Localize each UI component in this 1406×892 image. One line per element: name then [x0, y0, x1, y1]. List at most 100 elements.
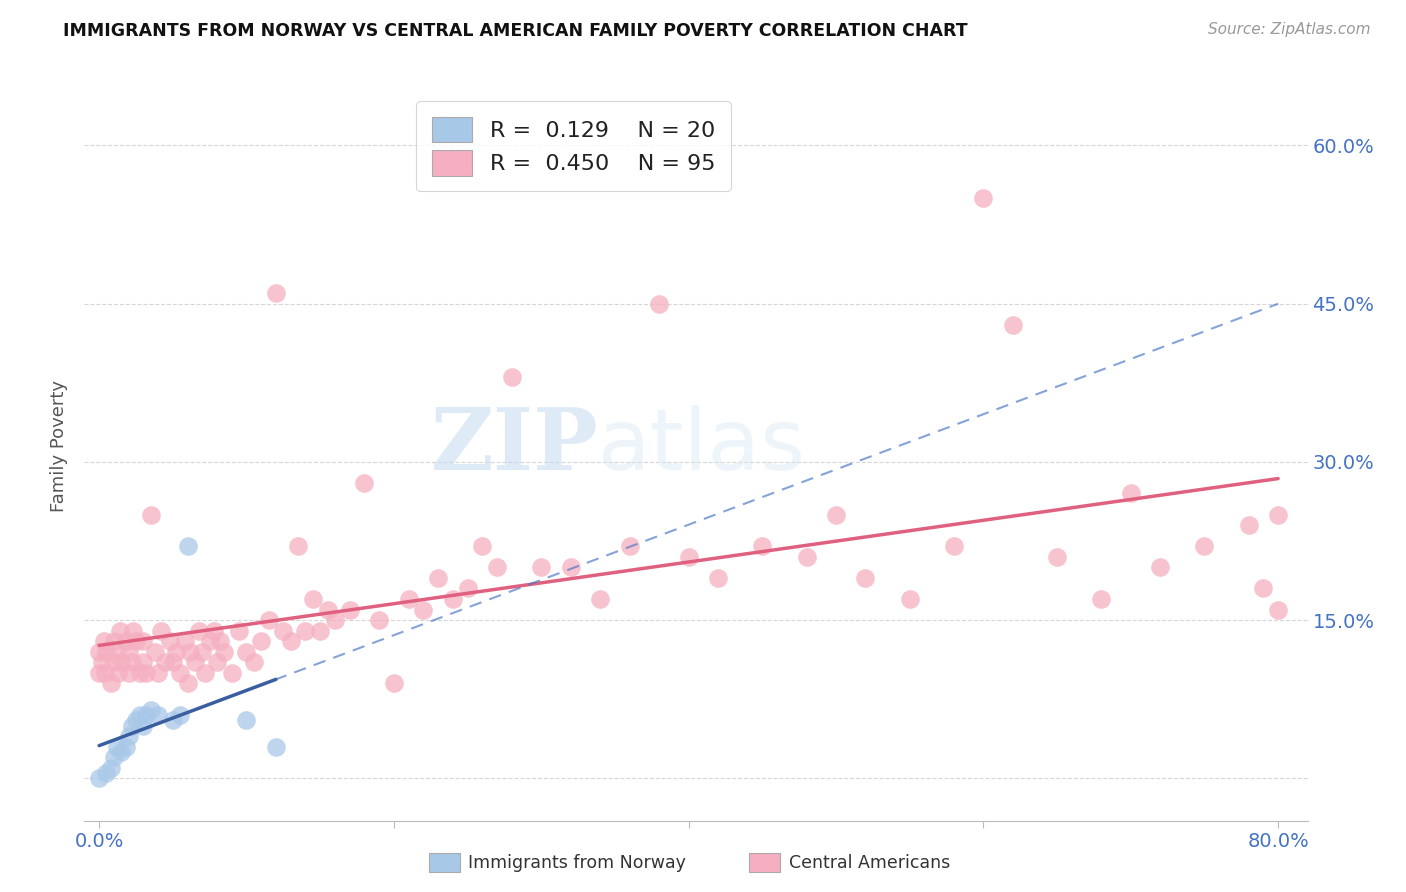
Point: [501, 370, 523, 384]
Point: [159, 634, 181, 648]
Point: [108, 624, 131, 638]
Point: [150, 624, 173, 638]
Point: [198, 634, 221, 648]
Point: [100, 676, 122, 690]
Point: [202, 624, 225, 638]
Point: [323, 613, 346, 627]
Point: [972, 191, 994, 205]
Point: [1119, 486, 1142, 500]
Point: [162, 714, 184, 728]
Point: [228, 624, 250, 638]
Point: [353, 475, 375, 490]
Point: [619, 539, 641, 553]
Point: [412, 602, 434, 616]
Point: [221, 665, 243, 680]
Point: [1253, 582, 1275, 596]
Point: [93, 634, 115, 648]
Point: [194, 665, 217, 680]
Point: [176, 539, 198, 553]
Point: [471, 539, 494, 553]
Point: [825, 508, 848, 522]
Point: [117, 665, 139, 680]
Point: [589, 592, 612, 607]
Text: ZIP: ZIP: [430, 404, 598, 488]
Point: [1001, 318, 1024, 332]
Point: [751, 539, 773, 553]
Point: [208, 634, 231, 648]
Point: [264, 285, 287, 300]
Point: [942, 539, 965, 553]
Point: [301, 592, 323, 607]
Point: [169, 708, 191, 723]
Point: [235, 645, 257, 659]
Point: [457, 582, 479, 596]
Point: [485, 560, 508, 574]
Point: [146, 665, 169, 680]
Point: [184, 656, 207, 670]
Point: [122, 624, 145, 638]
Point: [96, 645, 118, 659]
Point: [155, 656, 177, 670]
Point: [648, 296, 671, 310]
Point: [176, 676, 198, 690]
Point: [382, 676, 405, 690]
Text: atlas: atlas: [598, 404, 806, 488]
Point: [94, 665, 117, 680]
Text: Immigrants from Norway: Immigrants from Norway: [468, 854, 686, 871]
Point: [1237, 518, 1260, 533]
Point: [87, 645, 110, 659]
Point: [146, 708, 169, 723]
Point: [280, 634, 302, 648]
Point: [287, 539, 309, 553]
Text: IMMIGRANTS FROM NORWAY VS CENTRAL AMERICAN FAMILY POVERTY CORRELATION CHART: IMMIGRANTS FROM NORWAY VS CENTRAL AMERIC…: [63, 22, 967, 40]
Point: [560, 560, 582, 574]
Point: [1267, 508, 1289, 522]
Point: [143, 645, 166, 659]
Point: [96, 766, 118, 780]
Point: [1267, 602, 1289, 616]
Point: [87, 665, 110, 680]
Point: [188, 624, 211, 638]
Legend: R =  0.129    N = 20, R =  0.450    N = 95: R = 0.129 N = 20, R = 0.450 N = 95: [416, 101, 731, 192]
Point: [264, 739, 287, 754]
Point: [132, 634, 155, 648]
Point: [235, 714, 257, 728]
Point: [316, 602, 339, 616]
Point: [91, 656, 114, 670]
Point: [165, 645, 187, 659]
Point: [1046, 549, 1069, 564]
Point: [110, 656, 132, 670]
Point: [105, 739, 128, 754]
Point: [530, 560, 553, 574]
Point: [114, 739, 136, 754]
Point: [796, 549, 818, 564]
Point: [121, 719, 143, 733]
Point: [191, 645, 214, 659]
Point: [110, 745, 132, 759]
Point: [243, 656, 266, 670]
Point: [368, 613, 391, 627]
Text: Central Americans: Central Americans: [789, 854, 950, 871]
Point: [103, 634, 125, 648]
Point: [678, 549, 700, 564]
Point: [107, 665, 129, 680]
Point: [855, 571, 877, 585]
Point: [257, 613, 280, 627]
Point: [117, 645, 139, 659]
Point: [117, 729, 139, 743]
Point: [169, 665, 191, 680]
Point: [273, 624, 295, 638]
Point: [1149, 560, 1171, 574]
Point: [103, 656, 125, 670]
Point: [398, 592, 420, 607]
Point: [105, 645, 128, 659]
Point: [898, 592, 921, 607]
Point: [427, 571, 450, 585]
Point: [173, 634, 195, 648]
Point: [1194, 539, 1216, 553]
Point: [121, 656, 143, 670]
Point: [250, 634, 273, 648]
Point: [294, 624, 316, 638]
Point: [309, 624, 332, 638]
Point: [103, 750, 125, 764]
